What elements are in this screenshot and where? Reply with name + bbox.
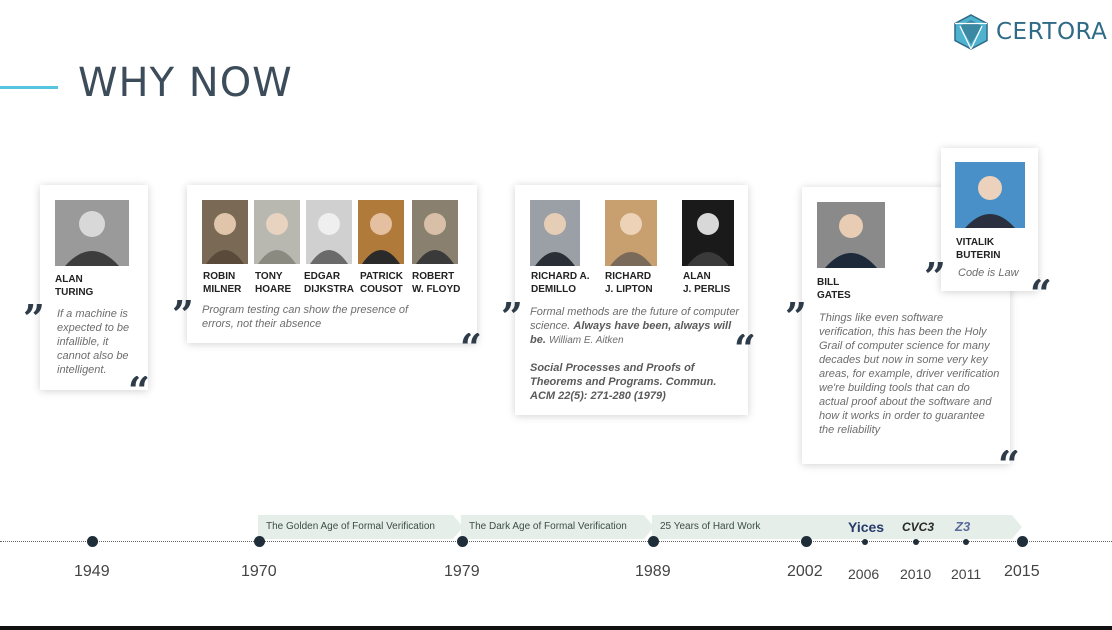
turing-open-quote-icon: ” [23,304,45,330]
timeline-line [0,541,1112,542]
buterin-first-name: VITALIK [956,237,995,248]
gates-photo [817,202,885,268]
milner-photo [202,200,248,264]
buterin-quote: Code is Law [958,267,1019,279]
gates-quote: Things like even software verification, … [819,312,1000,436]
demillo-quote-bold: Always have been, always will be. [530,320,732,346]
dijkstra-first-name: EDGAR [304,271,341,282]
timeline-dot-1949 [87,536,98,547]
perlis-first-name: ALAN [683,271,711,282]
buterin-close-quote-icon: “ [1030,279,1052,305]
turing-close-quote-icon: “ [128,376,150,402]
gates-last-name: GATES [817,290,851,301]
lipton-first-name: RICHARD [605,271,652,282]
dijkstra-last-name: DIJKSTRA [304,284,355,295]
era-dark-age: The Dark Age of Formal Verification [461,515,654,539]
year-1949: 1949 [74,563,110,580]
gates-first-name: BILL [817,277,840,288]
timeline-dot-2010 [913,539,919,545]
turing-photo [55,200,129,266]
turing-last-name: TURING [55,287,94,298]
turing-quote: If a machine is expected to be infallibl… [57,308,130,376]
timeline-dot-1970 [254,536,265,547]
demillo-quote-main: Formal methods are the future of compute… [530,306,740,332]
lipton-photo [605,200,657,266]
turing-first-name: ALAN [55,274,83,285]
demillo-quote-author: William E. Aitken [548,335,624,346]
era-hard-work: 25 Years of Hard Work [652,515,1022,539]
milner-last-name: MILNER [203,284,242,295]
floyd-photo [412,200,458,264]
hoare-last-name: HOARE [255,284,292,295]
hoare-first-name: TONY [255,271,283,282]
year-2015: 2015 [1004,563,1040,580]
gates-open-quote-icon: ” [785,302,807,328]
buterin-photo [955,162,1025,228]
lipton-last-name: J. LIPTON [605,284,653,295]
milner-first-name: ROBIN [203,271,236,282]
dijkstra-open-quote-icon: ” [172,300,194,326]
demillo-open-quote-icon: ” [501,302,523,328]
cousot-first-name: PATRICK [360,271,403,282]
year-1989: 1989 [635,563,671,580]
demillo-close-quote-icon: “ [734,334,756,360]
floyd-last-name: W. FLOYD [412,284,461,295]
demillo-last-name: DEMILLO [531,284,576,295]
buterin-open-quote-icon: ” [924,262,946,288]
year-2002: 2002 [787,563,823,580]
certora-logo-icon [954,14,988,50]
era-golden-age: The Golden Age of Formal Verification [258,515,463,539]
year-2011: 2011 [951,566,982,582]
yices-logo: Yices [848,519,885,535]
floyd-first-name: ROBERT [412,271,455,282]
perlis-last-name: J. PERLIS [683,284,731,295]
dijkstra-close-quote-icon: “ [460,333,482,359]
page-title: WHY NOW [78,60,293,106]
cousot-last-name: COUSOT [360,284,403,295]
year-2010: 2010 [900,566,932,582]
timeline-dot-1989 [648,536,659,547]
demillo-first-name: RICHARD A. [531,271,590,282]
hoare-photo [254,200,300,264]
title-accent-line [0,86,58,89]
gates-close-quote-icon: “ [998,450,1020,476]
cousot-photo [358,200,404,264]
year-2006: 2006 [848,566,880,582]
buterin-last-name: BUTERIN [956,250,1001,261]
cvc3-logo: CVC3 [902,520,935,534]
z3-logo: Z3 [955,519,971,534]
year-1970: 1970 [241,563,277,580]
demillo-photo [530,200,580,266]
timeline-dot-2011 [963,539,969,545]
brand-logo: CERTORA [954,14,1107,50]
demillo-quote: Formal methods are the future of compute… [530,305,740,348]
timeline-dot-2006 [862,539,868,545]
bottom-border [0,626,1112,630]
dijkstra-photo [306,200,352,264]
perlis-photo [682,200,734,266]
timeline-dot-1979 [457,536,468,547]
timeline-dot-2002 [801,536,812,547]
demillo-reference: Social Processes and Proofs of Theorems … [530,362,717,402]
brand-name: CERTORA [996,19,1108,45]
year-1979: 1979 [444,563,480,580]
dijkstra-quote: Program testing can show the presence of… [202,304,409,330]
timeline-dot-2015 [1017,536,1028,547]
